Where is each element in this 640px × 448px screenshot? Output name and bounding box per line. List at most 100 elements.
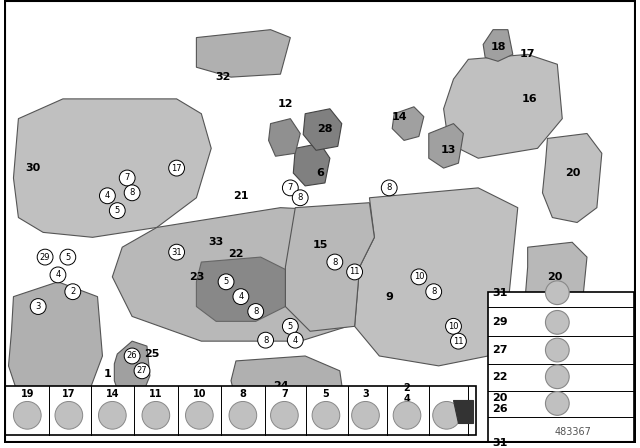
Text: 4: 4	[55, 271, 61, 280]
Text: 10: 10	[448, 322, 459, 331]
Circle shape	[169, 160, 184, 176]
Polygon shape	[355, 188, 518, 366]
Circle shape	[347, 264, 362, 280]
Text: 31: 31	[492, 438, 508, 448]
Text: 20: 20	[547, 272, 562, 282]
Text: 10: 10	[413, 272, 424, 281]
Text: 5: 5	[65, 253, 70, 262]
Circle shape	[287, 332, 303, 348]
Circle shape	[134, 363, 150, 379]
Circle shape	[271, 401, 298, 429]
Circle shape	[229, 401, 257, 429]
Text: 20
26: 20 26	[492, 392, 508, 414]
Text: 27: 27	[137, 366, 147, 375]
Text: 18: 18	[490, 43, 506, 52]
Text: 5: 5	[115, 206, 120, 215]
Circle shape	[60, 249, 76, 265]
Text: 5: 5	[288, 322, 293, 331]
Circle shape	[381, 180, 397, 196]
Circle shape	[119, 170, 135, 186]
Circle shape	[327, 254, 343, 270]
Text: 4: 4	[105, 191, 110, 200]
Polygon shape	[454, 401, 473, 423]
Polygon shape	[303, 109, 342, 150]
Polygon shape	[483, 30, 513, 61]
Text: 16: 16	[522, 94, 538, 104]
Circle shape	[248, 304, 264, 319]
Text: 11: 11	[453, 336, 464, 346]
Polygon shape	[285, 202, 374, 331]
Text: 25: 25	[144, 349, 159, 359]
Circle shape	[545, 338, 569, 362]
Polygon shape	[269, 119, 300, 156]
Circle shape	[37, 249, 53, 265]
Polygon shape	[196, 30, 291, 77]
Text: 7: 7	[281, 388, 288, 399]
Polygon shape	[293, 143, 330, 186]
Text: 8: 8	[253, 307, 259, 316]
Text: 29: 29	[40, 253, 51, 262]
Circle shape	[186, 401, 213, 429]
Polygon shape	[543, 134, 602, 223]
Circle shape	[55, 401, 83, 429]
Text: 24: 24	[273, 381, 288, 391]
Text: 11: 11	[349, 267, 360, 276]
Circle shape	[411, 269, 427, 285]
Text: 20: 20	[566, 168, 581, 178]
Text: 4: 4	[238, 292, 243, 301]
Circle shape	[282, 180, 298, 196]
Circle shape	[124, 348, 140, 364]
Circle shape	[142, 401, 170, 429]
Polygon shape	[13, 99, 211, 237]
Text: 2
4: 2 4	[404, 383, 410, 405]
Circle shape	[109, 202, 125, 219]
Polygon shape	[392, 107, 424, 140]
Polygon shape	[444, 54, 563, 158]
Circle shape	[312, 401, 340, 429]
Text: 17: 17	[62, 388, 76, 399]
Polygon shape	[429, 124, 463, 168]
Circle shape	[545, 281, 569, 305]
Circle shape	[233, 289, 249, 305]
Text: 21: 21	[233, 191, 249, 201]
Circle shape	[258, 332, 273, 348]
Text: 8: 8	[129, 188, 135, 197]
Bar	[4, 386, 476, 435]
Text: 17: 17	[172, 164, 182, 172]
Text: 17: 17	[520, 49, 536, 60]
Circle shape	[169, 244, 184, 260]
Text: 10: 10	[193, 388, 206, 399]
Polygon shape	[525, 242, 587, 316]
Text: 8: 8	[387, 183, 392, 192]
Text: 26: 26	[127, 352, 138, 361]
Circle shape	[99, 401, 126, 429]
Text: 6: 6	[316, 168, 324, 178]
Text: 9: 9	[385, 292, 393, 302]
Circle shape	[545, 365, 569, 388]
Text: 13: 13	[441, 145, 456, 155]
Polygon shape	[113, 208, 399, 341]
Text: 14: 14	[106, 388, 119, 399]
Polygon shape	[196, 257, 291, 321]
Text: 12: 12	[278, 99, 293, 109]
Circle shape	[292, 190, 308, 206]
Text: 14: 14	[391, 112, 407, 122]
Circle shape	[50, 267, 66, 283]
Circle shape	[545, 310, 569, 334]
Text: 2: 2	[70, 287, 76, 296]
Text: 31: 31	[492, 288, 508, 298]
Circle shape	[282, 319, 298, 334]
Text: 28: 28	[317, 124, 333, 134]
Circle shape	[30, 299, 46, 314]
Circle shape	[433, 401, 460, 429]
Text: 29: 29	[492, 317, 508, 327]
Circle shape	[351, 401, 380, 429]
Text: 8: 8	[332, 258, 337, 267]
Circle shape	[545, 392, 569, 415]
Polygon shape	[115, 341, 150, 397]
Text: 5: 5	[223, 277, 228, 286]
Text: 4: 4	[292, 336, 298, 345]
Circle shape	[65, 284, 81, 300]
Polygon shape	[8, 282, 102, 405]
Circle shape	[451, 333, 467, 349]
